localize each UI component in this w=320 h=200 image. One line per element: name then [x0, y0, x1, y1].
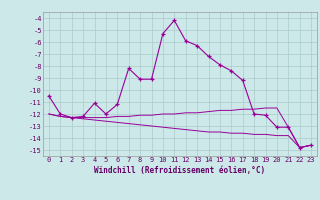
X-axis label: Windchill (Refroidissement éolien,°C): Windchill (Refroidissement éolien,°C)	[94, 166, 266, 175]
